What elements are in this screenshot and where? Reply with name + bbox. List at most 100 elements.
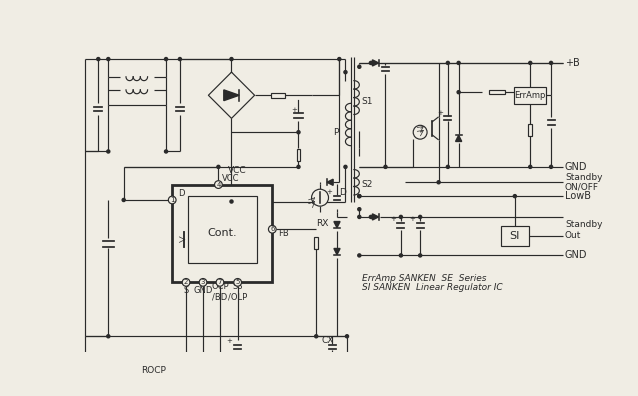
Circle shape: [84, 356, 87, 360]
Text: +: +: [390, 216, 396, 222]
Circle shape: [419, 215, 422, 219]
Circle shape: [447, 166, 449, 168]
Bar: [188, 196, 257, 263]
Circle shape: [344, 166, 347, 168]
Circle shape: [447, 61, 449, 65]
Circle shape: [384, 166, 387, 168]
Circle shape: [297, 131, 300, 134]
Circle shape: [214, 181, 222, 188]
Circle shape: [549, 61, 553, 65]
Polygon shape: [285, 385, 293, 392]
Text: 3: 3: [201, 279, 205, 286]
Bar: [172, 185, 272, 282]
Circle shape: [345, 335, 348, 338]
Circle shape: [297, 166, 300, 168]
Circle shape: [358, 215, 361, 219]
Circle shape: [165, 150, 168, 153]
Text: SS
/OLP: SS /OLP: [228, 282, 248, 301]
Text: +: +: [326, 189, 332, 195]
Circle shape: [202, 356, 205, 360]
Circle shape: [230, 200, 233, 203]
Circle shape: [168, 196, 176, 204]
Circle shape: [182, 278, 190, 286]
Circle shape: [358, 194, 361, 198]
Circle shape: [413, 125, 427, 139]
Bar: [174, 386, 189, 391]
Bar: [489, 90, 505, 94]
Circle shape: [107, 150, 110, 153]
Polygon shape: [224, 90, 239, 101]
Text: SI SANKEN  Linear Regulator IC: SI SANKEN Linear Regulator IC: [362, 283, 503, 292]
Bar: [271, 93, 285, 97]
Text: LowB: LowB: [565, 191, 591, 201]
Circle shape: [514, 194, 516, 198]
Circle shape: [344, 70, 347, 74]
Circle shape: [97, 57, 100, 61]
Circle shape: [122, 198, 125, 202]
Polygon shape: [334, 249, 340, 255]
Bar: [528, 124, 532, 136]
Circle shape: [84, 356, 87, 360]
Text: 1: 1: [170, 197, 174, 203]
Circle shape: [549, 166, 553, 168]
Polygon shape: [373, 214, 378, 220]
Circle shape: [107, 57, 110, 61]
Text: +: +: [226, 338, 233, 345]
Text: ErrAmp SANKEN  SE  Series: ErrAmp SANKEN SE Series: [362, 274, 487, 283]
Text: ROCP: ROCP: [140, 366, 165, 375]
Text: FB: FB: [278, 228, 289, 238]
Polygon shape: [456, 135, 462, 141]
Text: 6: 6: [270, 226, 274, 232]
Text: +: +: [291, 107, 297, 113]
Bar: [135, 365, 138, 377]
Text: D: D: [179, 189, 185, 198]
Circle shape: [165, 57, 168, 61]
Polygon shape: [373, 60, 378, 66]
Circle shape: [529, 61, 532, 65]
Bar: [315, 237, 318, 249]
Text: GND: GND: [565, 250, 588, 261]
Text: Standby
ON/OFF: Standby ON/OFF: [565, 173, 602, 192]
Text: GND: GND: [193, 286, 212, 295]
Text: RX: RX: [316, 219, 329, 228]
Circle shape: [234, 278, 242, 286]
Circle shape: [315, 335, 318, 338]
Text: Cont.: Cont.: [207, 228, 237, 238]
Circle shape: [345, 387, 348, 390]
Circle shape: [107, 335, 110, 338]
Circle shape: [457, 61, 460, 65]
Text: Standby
Out: Standby Out: [565, 220, 602, 240]
Bar: [514, 87, 546, 104]
Circle shape: [437, 181, 440, 184]
Text: S1: S1: [362, 97, 373, 106]
Circle shape: [230, 57, 233, 61]
Text: 7: 7: [218, 279, 222, 286]
Text: 2: 2: [184, 279, 188, 286]
Text: SI: SI: [510, 231, 520, 241]
Text: GND: GND: [565, 162, 588, 172]
Circle shape: [358, 208, 361, 211]
Text: VCC: VCC: [222, 174, 240, 183]
Circle shape: [179, 57, 181, 61]
Bar: [297, 149, 300, 162]
Circle shape: [399, 215, 403, 219]
Text: 5: 5: [235, 279, 240, 286]
Circle shape: [369, 215, 373, 219]
Text: ErrAmp: ErrAmp: [515, 91, 546, 100]
Circle shape: [369, 61, 373, 65]
Circle shape: [419, 254, 422, 257]
Text: D: D: [339, 188, 346, 197]
Text: S2: S2: [362, 180, 373, 189]
Circle shape: [218, 356, 221, 360]
Circle shape: [358, 254, 361, 257]
Text: OCP
/BD: OCP /BD: [211, 282, 229, 301]
Text: S: S: [184, 286, 189, 295]
Circle shape: [199, 278, 207, 286]
Circle shape: [358, 65, 361, 68]
Circle shape: [358, 194, 361, 198]
Bar: [501, 226, 529, 246]
Circle shape: [399, 254, 403, 257]
Circle shape: [269, 225, 276, 233]
Circle shape: [311, 189, 329, 206]
Circle shape: [222, 387, 225, 390]
